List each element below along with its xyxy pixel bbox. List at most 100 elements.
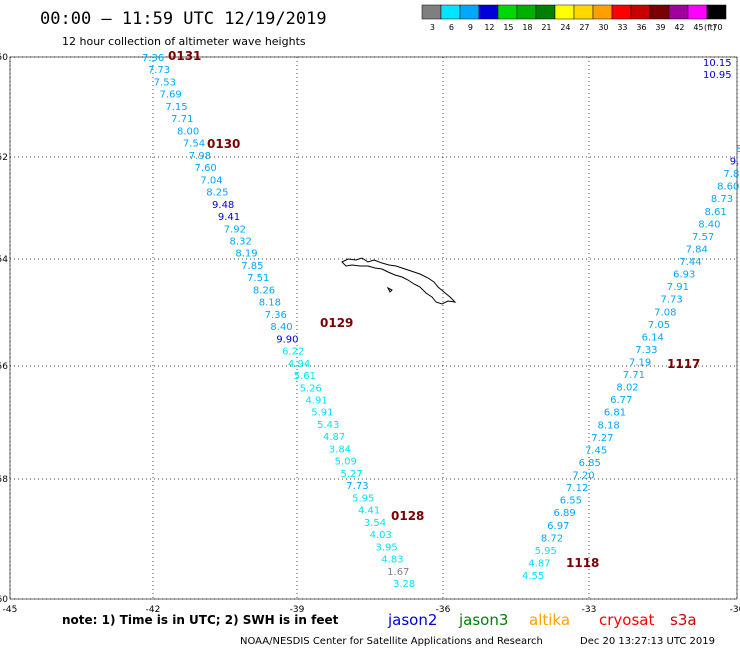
wave-height-value: 8.61 [705, 207, 727, 218]
legend-swatch [668, 4, 689, 20]
legend-label: 30 [598, 23, 608, 32]
wave-height-value: 3.95 [375, 542, 397, 553]
wave-height-value: 9. [730, 157, 740, 168]
latitude-label: -54 [0, 255, 8, 265]
wave-height-value: 7.92 [224, 224, 246, 235]
footnote: note: 1) Time is in UTC; 2) SWH is in fe… [62, 613, 339, 627]
wave-height-value: 9.41 [218, 212, 240, 223]
wave-height-value: 5.91 [311, 408, 333, 419]
wave-height-value: 7.73 [660, 295, 682, 306]
satellite-name: altika [529, 611, 570, 629]
wave-height-value: 8.02 [616, 383, 638, 394]
wave-height-value: 7.12 [566, 483, 588, 494]
wave-height-value: 7.91 [667, 282, 689, 293]
wave-height-value: 4.03 [370, 530, 392, 541]
wave-height-value: 5.26 [300, 383, 322, 394]
wave-height-value: 7.08 [654, 307, 676, 318]
wave-height-value: 4.91 [305, 396, 327, 407]
legend-swatch [706, 4, 727, 20]
credit-source: NOAA/NESDIS Center for Satellite Applica… [240, 636, 543, 647]
wave-height-value: 6.22 [282, 347, 304, 358]
legend-unit: (ft) [704, 23, 716, 32]
wave-height-value: 7.36 [265, 310, 287, 321]
latitude-label: -58 [0, 475, 8, 485]
pass-time-labels: 0131 0130 0129 0128 1117 1118 [168, 49, 700, 570]
wave-height-value: 7.20 [572, 471, 594, 482]
wave-height-value: 1.67 [387, 567, 409, 578]
wave-height-value: 6.93 [673, 270, 695, 281]
wave-height-value: 5.95 [352, 493, 374, 504]
wave-height-value: 3.54 [364, 518, 386, 529]
legend-swatch [421, 4, 442, 20]
legend-swatch [516, 4, 537, 20]
wave-height-value: 3.84 [329, 444, 351, 455]
longitude-label: -33 [582, 605, 597, 615]
pass-time-label: 0128 [391, 509, 424, 523]
legend-label: 39 [655, 23, 665, 32]
wave-height-value: 6.97 [547, 521, 569, 532]
track-west-values: 7.367.737.537.697.157.718.007.547.987.60… [142, 53, 415, 590]
wave-height-value: 7.27 [591, 433, 613, 444]
wave-height-value: 7.57 [692, 232, 714, 243]
pass-time-label: 1118 [566, 556, 599, 570]
wave-height-value: 4.87 [528, 558, 550, 569]
lat-lon-grid: -50 -52 -54 -56 -58 -60-45 -42 -39 -36 -33 -30 [0, 53, 740, 615]
wave-height-value: 5.61 [294, 371, 316, 382]
latitude-label: -50 [0, 53, 8, 63]
wave-height-value: 7.51 [247, 273, 269, 284]
wave-height-value: 8.72 [541, 533, 563, 544]
legend-label: 15 [503, 23, 513, 32]
legend-swatch [649, 4, 670, 20]
wave-height-value: 8.26 [253, 285, 275, 296]
satellite-name: jason2 [387, 611, 437, 629]
legend-swatch [687, 4, 708, 20]
wave-height-value: 7.19 [629, 358, 651, 369]
latitude-label: -60 [0, 595, 8, 605]
wave-height-value: 8.32 [230, 236, 252, 247]
wave-height-value: 6.89 [553, 508, 575, 519]
wave-height-value: 7.60 [195, 163, 217, 174]
wave-height-value: 4.41 [358, 506, 380, 517]
legend-label: 70 [712, 23, 722, 32]
wave-height-value: 8.19 [235, 249, 257, 260]
pass-time-label: 0129 [320, 316, 353, 330]
longitude-label: -45 [3, 605, 18, 615]
latitude-label: -56 [0, 362, 8, 372]
legend-label: 33 [617, 23, 627, 32]
wave-height-value: 5.43 [317, 420, 339, 431]
wave-height-value: 7.85 [241, 261, 263, 272]
wave-height-value: 8.40 [270, 322, 292, 333]
map-subtitle: 12 hour collection of altimeter wave hei… [62, 35, 306, 48]
wave-height-value: 7.73 [148, 65, 170, 76]
wave-height-value: 4.94 [288, 359, 310, 370]
legend-label: 36 [636, 23, 646, 32]
wave-height-value: 7.15 [165, 102, 187, 113]
pass-time-label: 1117 [667, 357, 700, 371]
longitude-label: -42 [146, 605, 161, 615]
pass-time-label: 0130 [207, 137, 240, 151]
pass-time-label: 0131 [168, 49, 201, 63]
wave-height-value: 6.55 [560, 496, 582, 507]
credit-timestamp: Dec 20 13:27:13 UTC 2019 [580, 636, 715, 647]
wave-height-value: 7.04 [200, 175, 222, 186]
wave-height-value: 4.55 [522, 571, 544, 582]
wave-height-value: 7.36 [142, 53, 164, 64]
map-frame [9, 56, 738, 600]
longitude-label: -30 [730, 605, 740, 615]
wave-height-value: 7.71 [171, 114, 193, 125]
wave-height-value: 4.83 [381, 555, 403, 566]
wave-height-value: 7.45 [585, 445, 607, 456]
wave-height-value: 5.09 [335, 457, 357, 468]
map-title: 00:00 – 11:59 UTC 12/19/2019 [40, 9, 327, 29]
legend-label: 42 [674, 23, 684, 32]
wave-height-value: 7.05 [648, 320, 670, 331]
legend-swatch [573, 4, 594, 20]
coastline-island [341, 257, 457, 305]
legend-label: 18 [522, 23, 532, 32]
legend-swatch [535, 4, 556, 20]
wave-height-value: 6.85 [579, 458, 601, 469]
wave-height-value: 7.84 [686, 244, 708, 255]
legend-label: 3 [430, 23, 435, 32]
legend-swatch [630, 4, 651, 20]
wave-height-value: 3.28 [393, 579, 415, 590]
